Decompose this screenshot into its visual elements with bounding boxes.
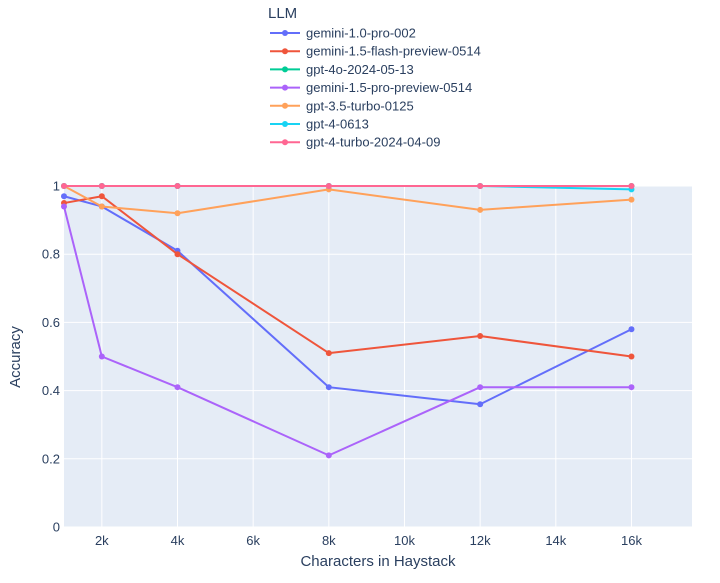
y-tick-label: 0.4	[42, 383, 60, 398]
legend-item: gemini-1.5-pro-preview-0514	[270, 80, 472, 95]
data-point	[477, 183, 484, 189]
y-axis-title: Accuracy	[7, 326, 24, 388]
data-point	[628, 384, 635, 391]
data-point	[98, 203, 105, 210]
legend-marker	[282, 66, 288, 73]
data-point	[325, 384, 332, 391]
legend-marker	[282, 30, 288, 36]
data-point	[628, 326, 635, 333]
data-point	[61, 183, 67, 189]
x-tick-label: 16k	[621, 533, 642, 548]
data-point	[628, 183, 635, 189]
legend-label: gpt-4-turbo-2024-04-09	[306, 135, 440, 150]
series-line	[63, 195, 632, 358]
data-point	[477, 401, 484, 408]
y-tick-label: 1	[53, 179, 60, 194]
tick-layer: 2k 4k 6k 8k 10k 12k 14k 16k 0 0.2 0.4 0.6 0.8 1	[42, 179, 643, 549]
series-gpt-4-turbo-2024-04-09	[61, 183, 635, 189]
data-point	[628, 353, 635, 360]
data-point	[325, 452, 332, 459]
legend-label: gpt-3.5-turbo-0125	[306, 98, 414, 113]
legend-marker	[282, 102, 288, 109]
y-tick-label: 0.6	[42, 315, 60, 330]
x-axis-title: Characters in Haystack	[300, 553, 456, 570]
x-tick-label: 14k	[545, 533, 566, 548]
legend-label: gemini-1.5-pro-preview-0514	[306, 80, 472, 95]
data-point	[477, 206, 484, 213]
series-gemini-1-5-flash-preview-0514	[61, 193, 635, 360]
data-point	[477, 384, 484, 391]
data-point	[61, 193, 67, 200]
legend-label: gemini-1.5-flash-preview-0514	[306, 44, 481, 59]
legend: LLM gemini-1.0-pro-002 gemini-1.5-flash-p…	[268, 5, 481, 150]
series-line	[63, 195, 632, 406]
legend-marker	[282, 48, 288, 55]
legend-marker	[282, 139, 288, 146]
x-tick-label: 8k	[322, 533, 336, 548]
y-tick-label: 0.8	[42, 247, 60, 262]
plot-background	[64, 186, 692, 527]
data-point	[325, 183, 332, 189]
x-tick-label: 10k	[394, 533, 415, 548]
data-point	[174, 210, 181, 217]
legend-item: gemini-1.0-pro-002	[270, 26, 416, 41]
data-point	[628, 196, 635, 203]
legend-label: gpt-4-0613	[306, 117, 369, 132]
data-point	[98, 183, 105, 189]
x-tick-label: 2k	[95, 533, 109, 548]
legend-item: gpt-4-0613	[270, 117, 369, 132]
series-layer	[61, 183, 635, 459]
x-tick-label: 4k	[171, 533, 185, 548]
legend-item: gpt-3.5-turbo-0125	[270, 98, 414, 113]
legend-item: gpt-4o-2024-05-13	[270, 62, 414, 77]
legend-item: gpt-4-turbo-2024-04-09	[270, 135, 440, 150]
y-tick-label: 0	[53, 520, 60, 535]
data-point	[477, 333, 484, 340]
data-point	[174, 183, 181, 189]
x-tick-label: 6k	[246, 533, 260, 548]
legend-items: gemini-1.0-pro-002 gemini-1.5-flash-previ…	[270, 26, 481, 150]
series-gemini-1-5-pro-preview-0514	[61, 203, 635, 459]
legend-title: LLM	[268, 5, 297, 22]
legend-marker	[282, 121, 288, 127]
series-line	[63, 185, 632, 215]
data-point	[174, 251, 181, 258]
series-line	[63, 206, 632, 457]
data-point	[98, 353, 105, 360]
legend-marker	[282, 84, 288, 91]
x-tick-label: 12k	[470, 533, 491, 548]
legend-label: gemini-1.0-pro-002	[306, 26, 416, 41]
data-point	[325, 350, 332, 357]
y-tick-label: 0.2	[42, 451, 60, 466]
data-point	[174, 384, 181, 391]
legend-label: gpt-4o-2024-05-13	[306, 62, 414, 77]
data-point	[61, 203, 67, 210]
legend-item: gemini-1.5-flash-preview-0514	[270, 44, 481, 59]
data-point	[98, 193, 105, 200]
